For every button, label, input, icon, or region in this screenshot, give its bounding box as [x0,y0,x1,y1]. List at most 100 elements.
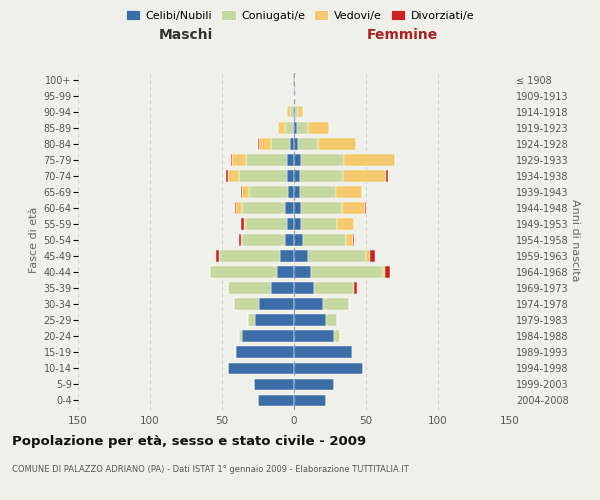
Bar [301,154,344,166]
Bar [239,330,242,342]
Bar [287,218,294,230]
Bar [300,186,336,198]
Bar [352,346,353,358]
Bar [294,298,323,310]
Bar [365,202,366,213]
Bar [271,138,290,149]
Bar [337,218,355,230]
Bar [242,234,286,246]
Bar [311,266,383,278]
Text: COMUNE DI PALAZZO ADRIANO (PA) - Dati ISTAT 1° gennaio 2009 - Elaborazione TUTTI: COMUNE DI PALAZZO ADRIANO (PA) - Dati IS… [12,465,409,474]
Bar [294,362,363,374]
Bar [308,250,366,262]
Bar [294,346,352,358]
Bar [301,202,341,213]
Bar [286,202,294,213]
Bar [236,346,294,358]
Bar [232,154,247,166]
Bar [239,234,241,246]
Bar [241,234,242,246]
Bar [287,170,294,181]
Bar [290,106,293,118]
Bar [298,106,302,118]
Bar [216,250,219,262]
Y-axis label: Fasce di età: Fasce di età [29,207,39,273]
Bar [294,154,301,166]
Bar [293,106,294,118]
Bar [247,154,287,166]
Bar [370,250,374,262]
Bar [298,138,319,149]
Bar [259,298,294,310]
Bar [344,154,395,166]
Bar [323,298,349,310]
Bar [239,170,287,181]
Bar [300,170,343,181]
Bar [228,362,294,374]
Bar [294,282,314,294]
Bar [294,266,311,278]
Bar [297,122,308,134]
Bar [294,330,334,342]
Bar [294,250,308,262]
Bar [295,106,298,118]
Bar [302,234,346,246]
Bar [355,282,358,294]
Bar [286,122,293,134]
Bar [241,218,244,230]
Bar [247,218,287,230]
Bar [271,282,294,294]
Bar [326,314,337,326]
Bar [242,202,286,213]
Bar [294,378,334,390]
Bar [242,186,250,198]
Bar [248,314,255,326]
Bar [336,186,362,198]
Text: Popolazione per età, sesso e stato civile - 2009: Popolazione per età, sesso e stato civil… [12,435,366,448]
Bar [294,106,295,118]
Bar [308,122,329,134]
Bar [228,282,271,294]
Bar [233,298,259,310]
Bar [258,394,294,406]
Bar [244,218,247,230]
Bar [294,138,298,149]
Bar [386,170,388,181]
Bar [334,330,340,342]
Text: Maschi: Maschi [159,28,213,42]
Bar [343,170,386,181]
Bar [235,202,236,213]
Bar [341,202,365,213]
Bar [294,394,326,406]
Bar [278,122,286,134]
Bar [230,154,232,166]
Bar [314,282,355,294]
Bar [280,250,294,262]
Bar [294,170,300,181]
Bar [294,234,302,246]
Bar [259,138,271,149]
Bar [383,266,385,278]
Bar [287,154,294,166]
Bar [254,378,294,390]
Bar [366,250,370,262]
Legend: Celibi/Nubili, Coniugati/e, Vedovi/e, Divorziati/e: Celibi/Nubili, Coniugati/e, Vedovi/e, Di… [121,6,479,25]
Bar [353,234,355,246]
Bar [290,138,294,149]
Bar [226,170,228,181]
Bar [255,314,294,326]
Bar [211,266,277,278]
Bar [294,314,326,326]
Bar [293,122,294,134]
Bar [286,234,294,246]
Bar [287,106,290,118]
Bar [236,202,242,213]
Bar [294,74,295,86]
Bar [242,330,294,342]
Bar [258,138,259,149]
Bar [241,186,242,198]
Bar [294,186,300,198]
Bar [385,266,391,278]
Bar [277,266,294,278]
Bar [294,218,301,230]
